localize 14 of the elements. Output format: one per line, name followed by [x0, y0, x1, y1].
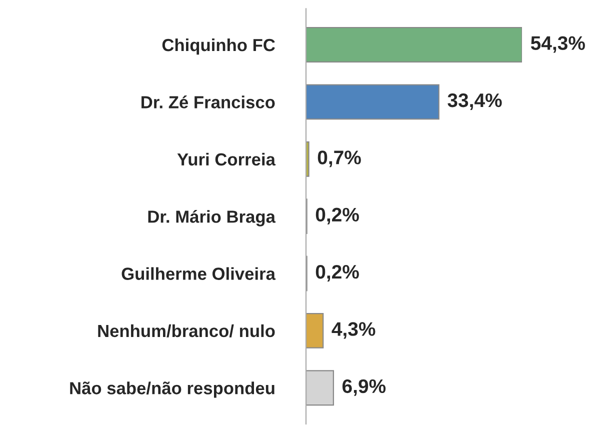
data-label: 6,9% — [342, 379, 386, 396]
data-label: 54,3% — [530, 36, 585, 53]
data-label: 4,3% — [332, 322, 376, 339]
y-tick-label: Não sabe/não respondeu — [70, 382, 274, 398]
y-tick-label: Dr. Mário Braga — [148, 210, 276, 226]
y-tick-label: Chiquinho FC — [162, 38, 275, 55]
data-label: 0,2% — [316, 208, 359, 224]
y-tick-label: Dr. Zé Francisco — [142, 96, 275, 108]
data-label: 0,7% — [318, 150, 361, 168]
data-label: 0,2% — [316, 264, 359, 282]
y-tick-label: Yuri Correia — [177, 152, 276, 166]
y-tick-label: Guilherme Oliveira — [122, 267, 276, 280]
data-label: 33,4% — [448, 93, 502, 110]
y-tick-label: Nenhum/branco/ nulo — [98, 324, 275, 338]
